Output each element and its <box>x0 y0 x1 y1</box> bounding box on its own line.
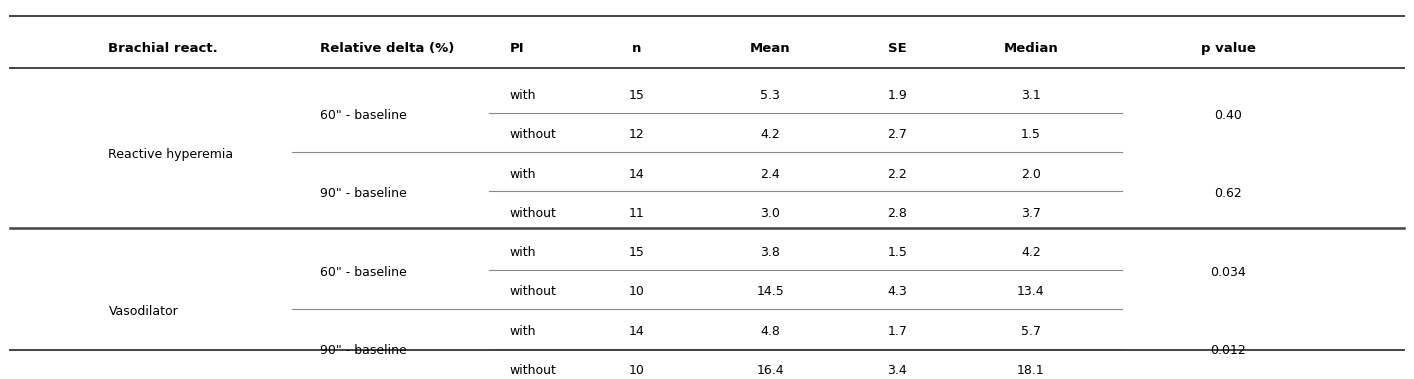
Text: 2.4: 2.4 <box>761 168 781 181</box>
Text: 60" - baseline: 60" - baseline <box>320 109 406 122</box>
Text: 3.1: 3.1 <box>1021 89 1041 102</box>
Text: 4.2: 4.2 <box>1021 246 1041 259</box>
Text: 2.0: 2.0 <box>1021 168 1041 181</box>
Text: 15: 15 <box>629 89 645 102</box>
Text: 0.034: 0.034 <box>1210 266 1246 279</box>
Text: 2.7: 2.7 <box>887 128 906 141</box>
Text: 4.8: 4.8 <box>761 325 781 338</box>
Text: 14.5: 14.5 <box>756 285 785 298</box>
Text: 2.8: 2.8 <box>887 207 906 220</box>
Text: 0.40: 0.40 <box>1215 109 1241 122</box>
Text: p value: p value <box>1200 42 1256 55</box>
Text: 4.2: 4.2 <box>761 128 781 141</box>
Text: with: with <box>510 325 536 338</box>
Text: PI: PI <box>510 42 525 55</box>
Text: Vasodilator: Vasodilator <box>109 305 178 318</box>
Text: Median: Median <box>1004 42 1058 55</box>
Text: without: without <box>510 285 557 298</box>
Text: 13.4: 13.4 <box>1017 285 1045 298</box>
Text: with: with <box>510 89 536 102</box>
Text: 11: 11 <box>629 207 645 220</box>
Text: 5.3: 5.3 <box>761 89 781 102</box>
Text: Mean: Mean <box>749 42 790 55</box>
Text: 90" - baseline: 90" - baseline <box>320 187 406 200</box>
Text: 0.62: 0.62 <box>1215 187 1241 200</box>
Text: 1.5: 1.5 <box>887 246 906 259</box>
Text: Relative delta (%): Relative delta (%) <box>320 42 454 55</box>
Text: 1.7: 1.7 <box>887 325 906 338</box>
Text: with: with <box>510 168 536 181</box>
Text: n: n <box>632 42 642 55</box>
Text: 90" - baseline: 90" - baseline <box>320 345 406 357</box>
Text: 10: 10 <box>629 285 645 298</box>
Text: 3.7: 3.7 <box>1021 207 1041 220</box>
Text: without: without <box>510 364 557 377</box>
Text: 14: 14 <box>629 168 645 181</box>
Text: SE: SE <box>888 42 906 55</box>
Text: without: without <box>510 128 557 141</box>
Text: 0.012: 0.012 <box>1210 345 1246 357</box>
Text: without: without <box>510 207 557 220</box>
Text: 16.4: 16.4 <box>756 364 785 377</box>
Text: 12: 12 <box>629 128 645 141</box>
Text: 18.1: 18.1 <box>1017 364 1045 377</box>
Text: 1.5: 1.5 <box>1021 128 1041 141</box>
Text: 1.9: 1.9 <box>887 89 906 102</box>
Text: 4.3: 4.3 <box>887 285 906 298</box>
Text: Reactive hyperemia: Reactive hyperemia <box>109 148 233 161</box>
Text: 3.4: 3.4 <box>887 364 906 377</box>
Text: 3.0: 3.0 <box>761 207 781 220</box>
Text: 5.7: 5.7 <box>1021 325 1041 338</box>
Text: 60" - baseline: 60" - baseline <box>320 266 406 279</box>
Text: 3.8: 3.8 <box>761 246 781 259</box>
Text: 2.2: 2.2 <box>887 168 906 181</box>
Text: 14: 14 <box>629 325 645 338</box>
Text: 10: 10 <box>629 364 645 377</box>
Text: with: with <box>510 246 536 259</box>
Text: 15: 15 <box>629 246 645 259</box>
Text: Brachial react.: Brachial react. <box>109 42 218 55</box>
